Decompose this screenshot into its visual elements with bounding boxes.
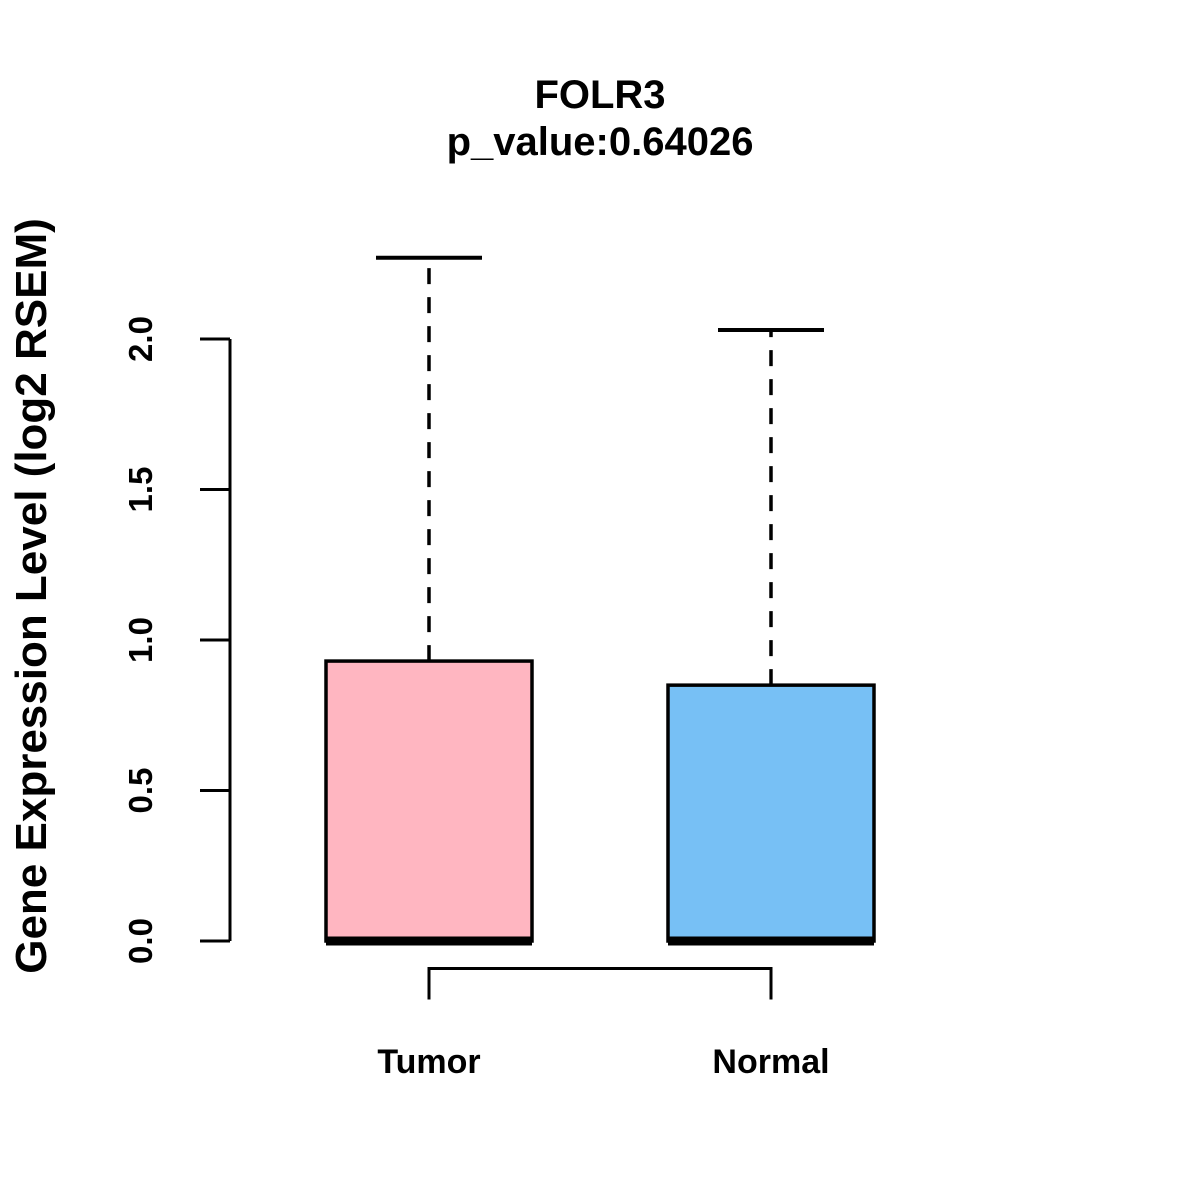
box-tumor bbox=[324, 659, 534, 943]
y-tick-label: 0.5 bbox=[122, 768, 159, 814]
y-tick-label: 1.0 bbox=[122, 617, 159, 663]
x-tick-labels: Tumor Normal bbox=[377, 1043, 829, 1081]
x-axis bbox=[427, 967, 773, 1000]
y-tick-label: 2.0 bbox=[122, 316, 159, 362]
whiskers-group bbox=[376, 255, 824, 686]
chart-subtitle: p_value:0.64026 bbox=[447, 120, 754, 164]
boxes-group bbox=[324, 659, 876, 946]
chart-title: FOLR3 bbox=[534, 73, 665, 117]
x-tick-label-tumor: Tumor bbox=[377, 1043, 480, 1081]
y-axis-label: Gene Expression Level (log2 RSEM) bbox=[7, 218, 56, 974]
x-tick-label-normal: Normal bbox=[712, 1043, 829, 1081]
box-normal bbox=[666, 683, 876, 943]
y-axis: 0.0 0.5 1.0 1.5 2.0 bbox=[122, 316, 232, 964]
x-axis-line bbox=[427, 967, 773, 1000]
y-tick-label: 1.5 bbox=[122, 467, 159, 513]
y-tick-label: 0.0 bbox=[122, 918, 159, 964]
